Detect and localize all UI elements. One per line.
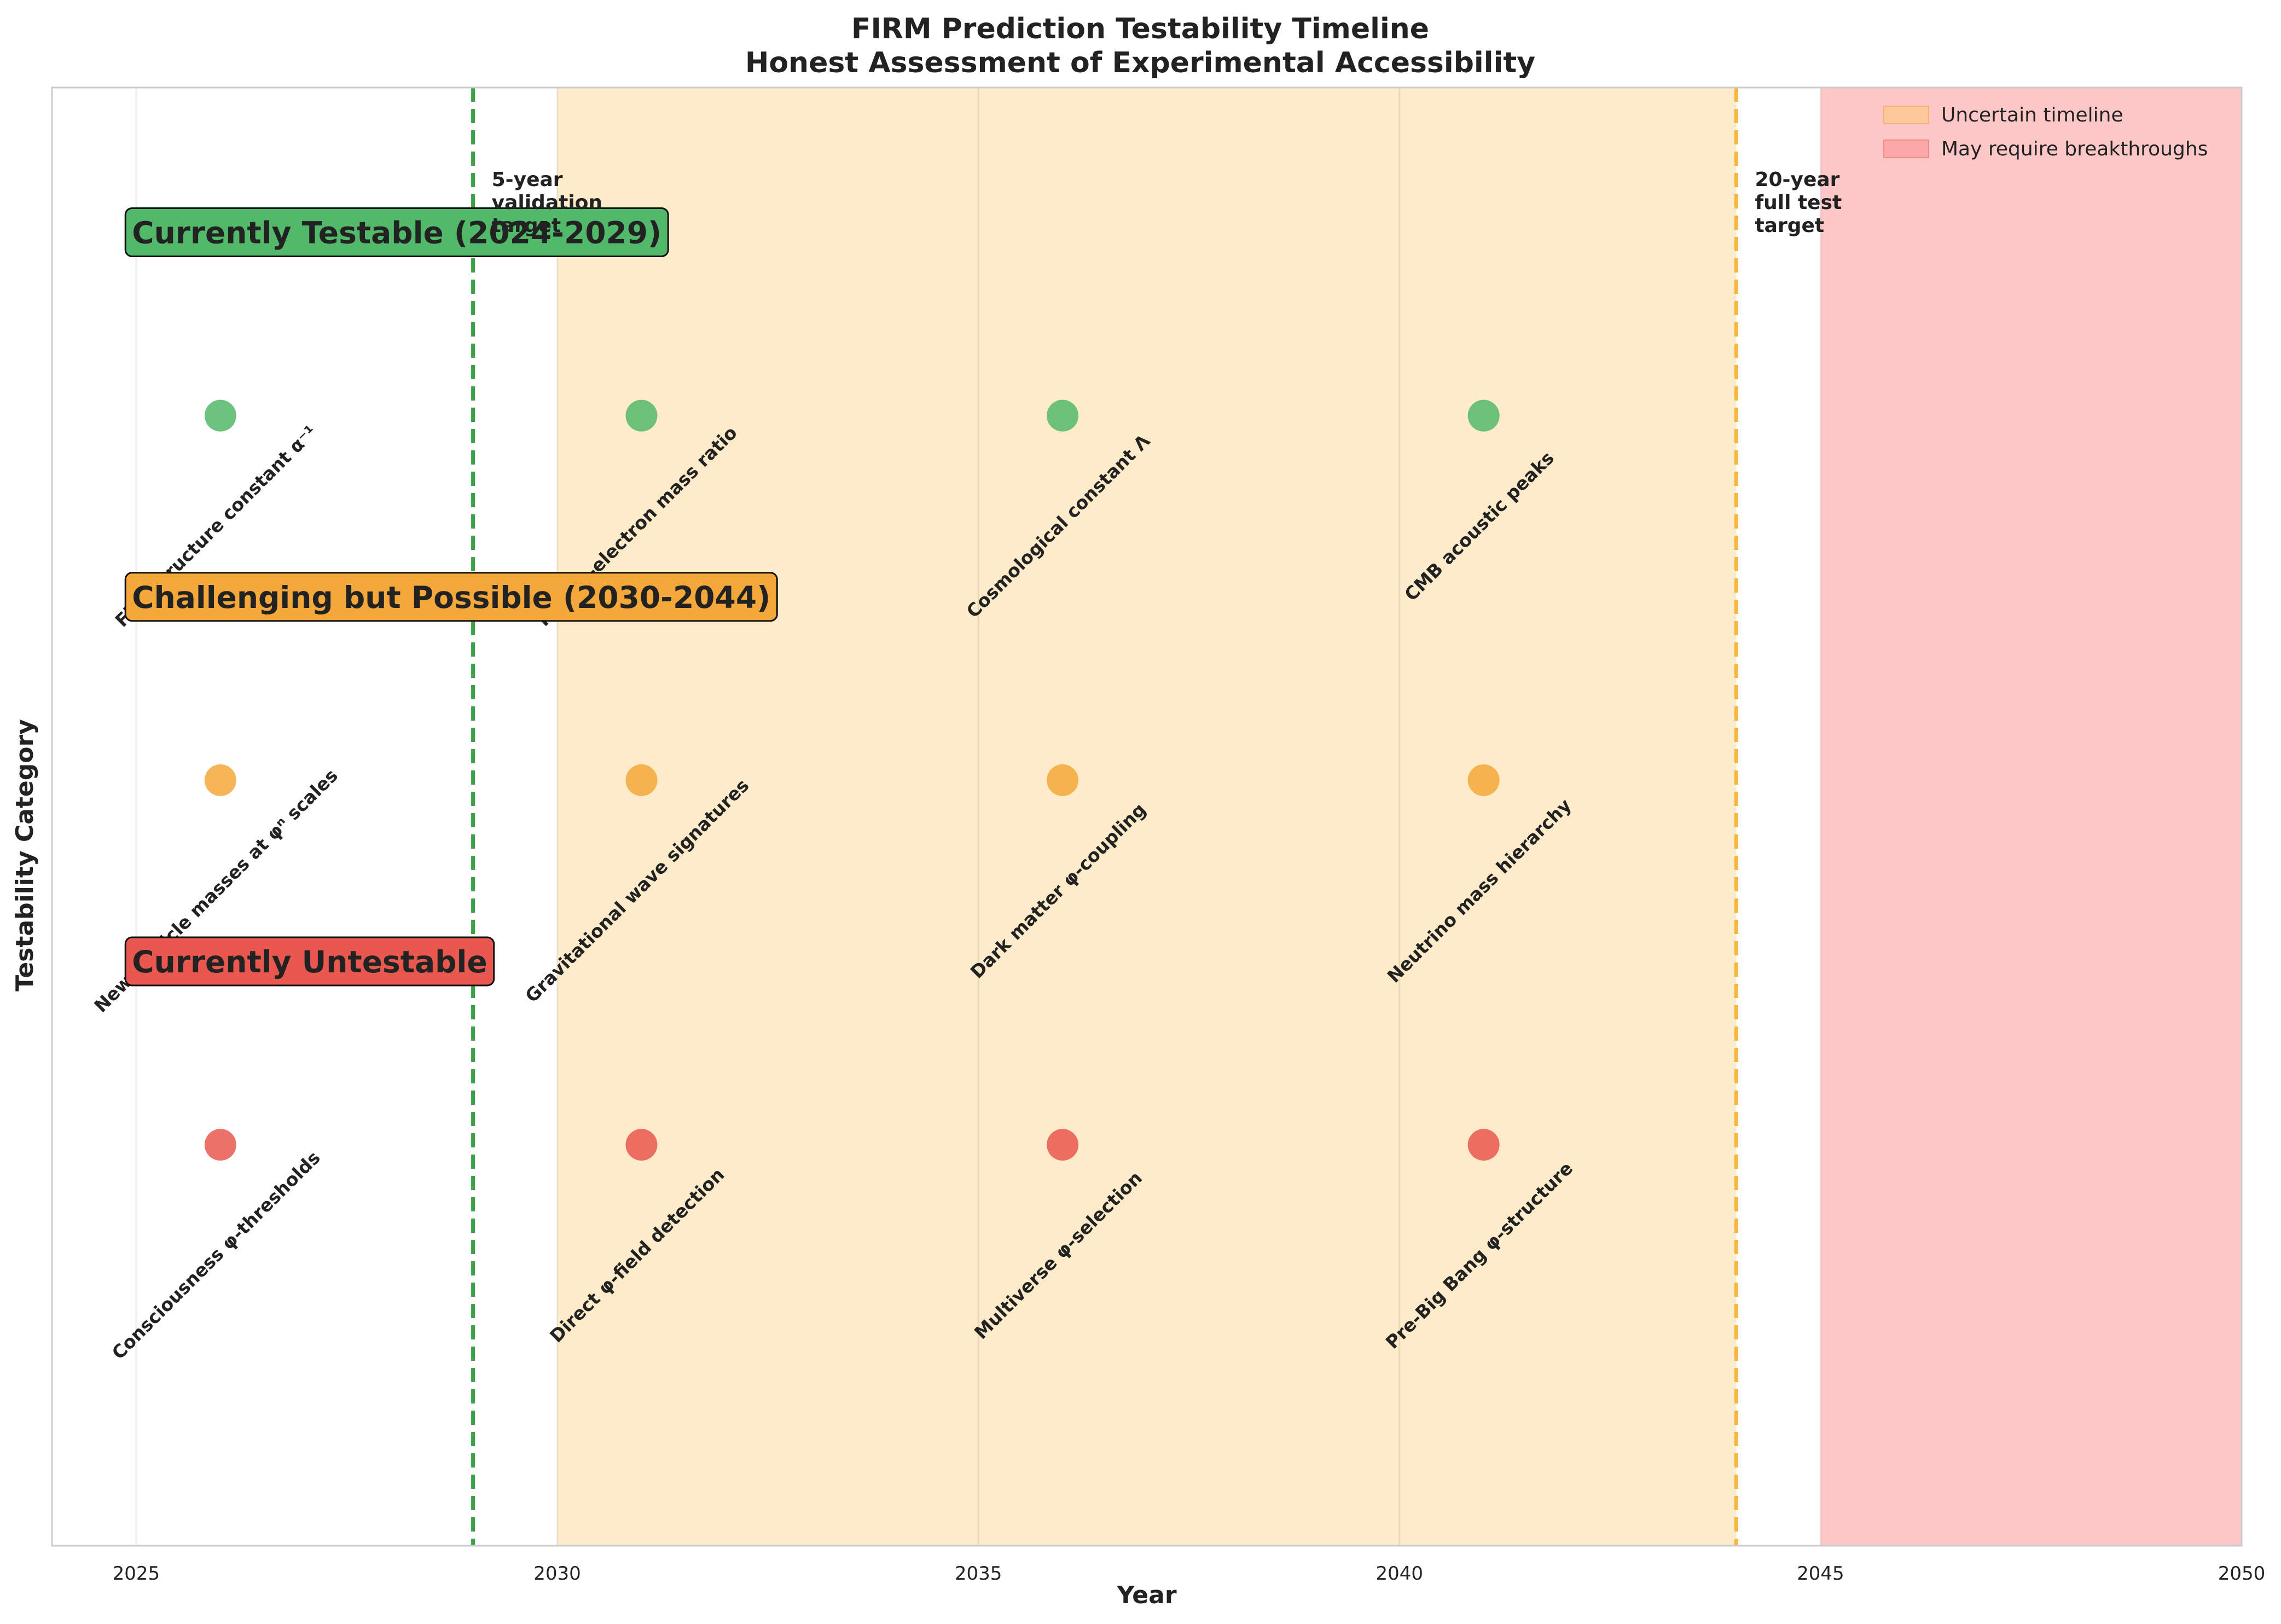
chart-subtitle: Honest Assessment of Experimental Access… — [745, 47, 1535, 79]
legend-swatch-uncertain — [1883, 106, 1929, 124]
category-label-group: Currently Testable (2024-2029) — [124, 207, 669, 257]
milestone-annotation: 20-year — [1755, 169, 1839, 191]
data-point — [625, 764, 658, 796]
milestone-lines — [471, 88, 1738, 1546]
data-point — [1047, 1129, 1079, 1161]
x-tick-label: 2035 — [955, 1563, 1002, 1585]
y-axis-label: Testability Category — [11, 719, 39, 991]
category-box — [124, 572, 778, 622]
milestone-annotation: 5-year — [492, 169, 563, 191]
plot-frame — [51, 86, 2243, 1547]
category-box — [124, 936, 495, 987]
milestone-annotation: validation — [492, 192, 602, 214]
x-tick-label: 2025 — [113, 1563, 160, 1585]
category-labels: Currently Testable (2024-2029) Challengin… — [124, 207, 778, 987]
category-label: Currently Untestable — [132, 944, 487, 979]
data-point — [1467, 399, 1500, 432]
background-bands — [557, 88, 2242, 1546]
milestone-annotation: target — [492, 214, 561, 237]
data-point — [625, 1129, 658, 1161]
milestone-annotation: target — [1755, 214, 1824, 237]
x-tick-label: 2050 — [2218, 1563, 2266, 1585]
milestone-annotation: full test — [1755, 192, 1842, 214]
legend-label-breakthrough: May require breakthroughs — [1941, 138, 2208, 160]
x-tick-label: 2045 — [1797, 1563, 1844, 1585]
x-tick-label: 2030 — [533, 1563, 581, 1585]
category-box — [124, 207, 669, 257]
data-point — [204, 1129, 236, 1161]
data-point — [204, 399, 236, 432]
category-label-group: Currently Untestable — [124, 936, 495, 987]
data-point — [1467, 764, 1500, 796]
data-point — [1047, 399, 1079, 432]
legend-label-uncertain: Uncertain timeline — [1941, 104, 2123, 126]
data-point — [625, 399, 658, 432]
data-point — [204, 764, 236, 796]
x-axis-ticks: 2025 2030 2035 2040 2045 2050 — [113, 1563, 2266, 1585]
legend: Uncertain timeline May require breakthro… — [1883, 104, 2208, 160]
category-label: Challenging but Possible (2030-2044) — [132, 580, 770, 615]
data-points — [204, 399, 1500, 1161]
x-tick-label: 2040 — [1376, 1563, 1424, 1585]
chart-title: FIRM Prediction Testability Timeline — [851, 13, 1429, 45]
data-point — [1467, 1129, 1500, 1161]
category-label: Currently Testable (2024-2029) — [132, 216, 661, 251]
category-label-group: Challenging but Possible (2030-2044) — [124, 572, 778, 622]
band-uncertain-timeline — [557, 88, 1737, 1546]
data-point — [1047, 764, 1079, 796]
x-axis-label: Year — [1116, 1581, 1176, 1609]
legend-swatch-breakthrough — [1883, 140, 1929, 158]
band-breakthroughs — [1820, 88, 2242, 1546]
